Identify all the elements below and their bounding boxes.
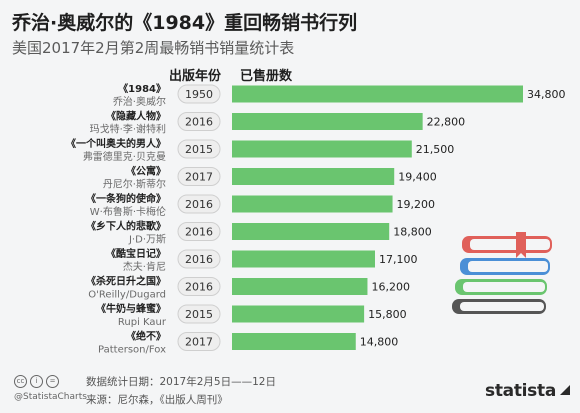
sales-value-label: 21,500 (416, 143, 455, 156)
book-author-label: W·布鲁斯·卡梅伦 (90, 205, 166, 218)
sales-bar (232, 305, 365, 323)
sales-value-label: 17,100 (379, 253, 418, 266)
publication-year-label: 2016 (185, 198, 213, 211)
sales-value-label: 14,800 (360, 336, 399, 349)
sales-value-label: 22,800 (427, 116, 466, 129)
publication-year-pill (177, 332, 221, 351)
publication-year-label: 2016 (185, 116, 213, 129)
sales-value-label: 16,200 (371, 281, 410, 294)
attribution-icon: i (30, 375, 43, 388)
publication-year-label: 2017 (185, 171, 213, 184)
sales-bar (232, 140, 412, 158)
book-blue-pages (468, 261, 548, 272)
sales-value-label: 18,800 (393, 226, 432, 239)
sales-bar (232, 250, 375, 268)
column-header-year: 出版年份 (169, 69, 222, 84)
sales-bar (232, 195, 393, 213)
book-author-label: O'Reilly/Dugard (88, 290, 166, 301)
book-author-label: 弗雷德里克·贝克曼 (83, 150, 166, 163)
creative-commons-icon: cc (14, 375, 27, 388)
sales-value-label: 19,200 (397, 198, 436, 211)
book-title-label: 《牛奶与蜂蜜》 (96, 302, 166, 315)
sales-value-label: 15,800 (368, 308, 407, 321)
sales-bar (232, 113, 423, 130)
sales-bar (232, 278, 368, 295)
publication-year-pill (177, 139, 221, 159)
statista-logo-icon (560, 385, 570, 395)
book-author-label: 丹尼尔·斯蒂尔 (103, 178, 166, 191)
statista-logo-text[interactable]: statista (485, 381, 556, 401)
license-icons: cc i = (14, 375, 59, 388)
publication-year-label: 1950 (185, 88, 213, 101)
book-author-label: Patterson/Fox (98, 345, 166, 356)
bookmark-ribbon (516, 232, 526, 258)
book-title-label: 《乡下人的悲歌》 (86, 220, 166, 233)
book-author-label: 杰夫·肯尼 (123, 260, 166, 273)
twitter-handle[interactable]: @StatistaCharts (14, 392, 87, 402)
bar-chart: 《1984》乔治·奥威尔 1950 34,800 《隐藏人物》玛戈特·李·谢特利 201… (66, 82, 566, 356)
publication-year-pill (177, 112, 221, 131)
book-title-label: 《公寓》 (126, 165, 166, 178)
publication-year-pill (177, 304, 221, 324)
publication-year-pill (177, 194, 221, 214)
publication-year-label: 2016 (185, 281, 213, 294)
publication-year-label: 2016 (185, 253, 213, 266)
publication-year-label: 2015 (185, 143, 213, 156)
sales-bar (232, 168, 395, 185)
publication-year-pill (177, 277, 221, 296)
sales-bar (232, 333, 356, 350)
book-title-label: 《隐藏人物》 (106, 110, 166, 123)
publication-year-pill (177, 84, 221, 104)
publication-year-pill (177, 222, 221, 241)
book-red-pages (470, 239, 550, 250)
book-title-label: 《杀死日升之国》 (86, 275, 166, 288)
footer: cc i = @StatistaCharts 数据统计日期：2017年2月5日—… (0, 369, 580, 413)
book-title-label: 《酷宝日记》 (106, 247, 166, 260)
book-author-label: 玛戈特·李·谢特利 (90, 123, 166, 136)
publication-year-label: 2016 (185, 226, 213, 239)
date-note: 数据统计日期：2017年2月5日——12日 (86, 376, 276, 388)
book-gray-pages (460, 302, 544, 311)
book-title-label: 《绝不》 (126, 330, 166, 343)
book-title-label: 《1984》 (118, 82, 166, 95)
chart-title: 乔治·奥威尔的《1984》重回畅销书行列 (12, 12, 358, 34)
publication-year-label: 2017 (185, 336, 213, 349)
sales-value-label: 34,800 (527, 88, 566, 101)
chart-subtitle: 美国2017年2月第2周最畅销书销量统计表 (12, 39, 295, 57)
sales-bar (232, 223, 390, 240)
source-note: 来源：尼尔森，《出版人周刊》 (86, 394, 228, 406)
sales-bar (232, 85, 523, 103)
book-stack-illustration (452, 232, 552, 314)
book-author-label: J·D·万斯 (128, 233, 166, 246)
book-author-label: Rupi Kaur (118, 317, 167, 328)
book-green-pages (463, 282, 545, 292)
publication-year-label: 2015 (185, 308, 213, 321)
publication-year-pill (177, 167, 221, 186)
book-author-label: 乔治·奥威尔 (113, 95, 166, 108)
no-derivatives-icon: = (46, 375, 59, 388)
book-title-label: 《一条狗的使命》 (86, 192, 166, 205)
publication-year-pill (177, 249, 221, 269)
book-title-label: 《一个叫奥夫的男人》 (66, 137, 166, 150)
sales-value-label: 19,400 (398, 171, 437, 184)
column-header-sold: 已售册数 (240, 69, 293, 84)
